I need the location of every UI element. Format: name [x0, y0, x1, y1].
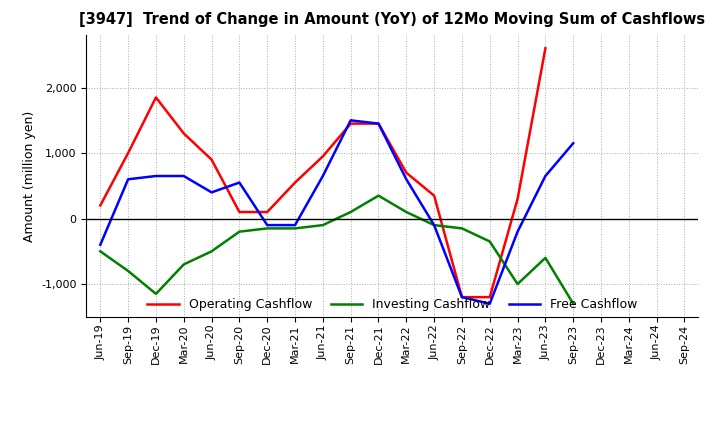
Operating Cashflow	[291, 180, 300, 185]
Operating Cashflow	[318, 154, 327, 159]
Investing Cashflow	[346, 209, 355, 215]
Operating Cashflow	[513, 196, 522, 202]
Title: [3947]  Trend of Change in Amount (YoY) of 12Mo Moving Sum of Cashflows: [3947] Trend of Change in Amount (YoY) o…	[79, 12, 706, 27]
Legend: Operating Cashflow, Investing Cashflow, Free Cashflow: Operating Cashflow, Investing Cashflow, …	[143, 293, 642, 316]
Free Cashflow	[124, 176, 132, 182]
Operating Cashflow	[458, 294, 467, 300]
Free Cashflow	[374, 121, 383, 126]
Free Cashflow	[513, 229, 522, 235]
Operating Cashflow	[124, 150, 132, 156]
Operating Cashflow	[207, 157, 216, 162]
Investing Cashflow	[179, 262, 188, 267]
Line: Operating Cashflow: Operating Cashflow	[100, 48, 546, 297]
Investing Cashflow	[124, 268, 132, 274]
Investing Cashflow	[318, 223, 327, 228]
Investing Cashflow	[96, 249, 104, 254]
Investing Cashflow	[402, 209, 410, 215]
Line: Free Cashflow: Free Cashflow	[100, 120, 573, 304]
Free Cashflow	[152, 173, 161, 179]
Free Cashflow	[263, 223, 271, 228]
Free Cashflow	[430, 223, 438, 228]
Investing Cashflow	[374, 193, 383, 198]
Free Cashflow	[402, 176, 410, 182]
Investing Cashflow	[458, 226, 467, 231]
Free Cashflow	[291, 223, 300, 228]
Operating Cashflow	[485, 294, 494, 300]
Investing Cashflow	[569, 301, 577, 306]
Free Cashflow	[541, 173, 550, 179]
Investing Cashflow	[235, 229, 243, 235]
Operating Cashflow	[235, 209, 243, 215]
Free Cashflow	[318, 173, 327, 179]
Y-axis label: Amount (million yen): Amount (million yen)	[22, 110, 35, 242]
Investing Cashflow	[541, 255, 550, 260]
Investing Cashflow	[207, 249, 216, 254]
Free Cashflow	[458, 294, 467, 300]
Investing Cashflow	[152, 291, 161, 297]
Free Cashflow	[346, 117, 355, 123]
Operating Cashflow	[179, 131, 188, 136]
Investing Cashflow	[485, 239, 494, 244]
Operating Cashflow	[430, 193, 438, 198]
Operating Cashflow	[96, 203, 104, 208]
Investing Cashflow	[430, 223, 438, 228]
Investing Cashflow	[263, 226, 271, 231]
Operating Cashflow	[374, 121, 383, 126]
Investing Cashflow	[513, 282, 522, 287]
Investing Cashflow	[291, 226, 300, 231]
Operating Cashflow	[402, 170, 410, 176]
Free Cashflow	[179, 173, 188, 179]
Operating Cashflow	[152, 95, 161, 100]
Operating Cashflow	[346, 121, 355, 126]
Free Cashflow	[96, 242, 104, 247]
Free Cashflow	[235, 180, 243, 185]
Line: Investing Cashflow: Investing Cashflow	[100, 196, 573, 304]
Operating Cashflow	[541, 46, 550, 51]
Free Cashflow	[207, 190, 216, 195]
Operating Cashflow	[263, 209, 271, 215]
Free Cashflow	[569, 141, 577, 146]
Free Cashflow	[485, 301, 494, 306]
